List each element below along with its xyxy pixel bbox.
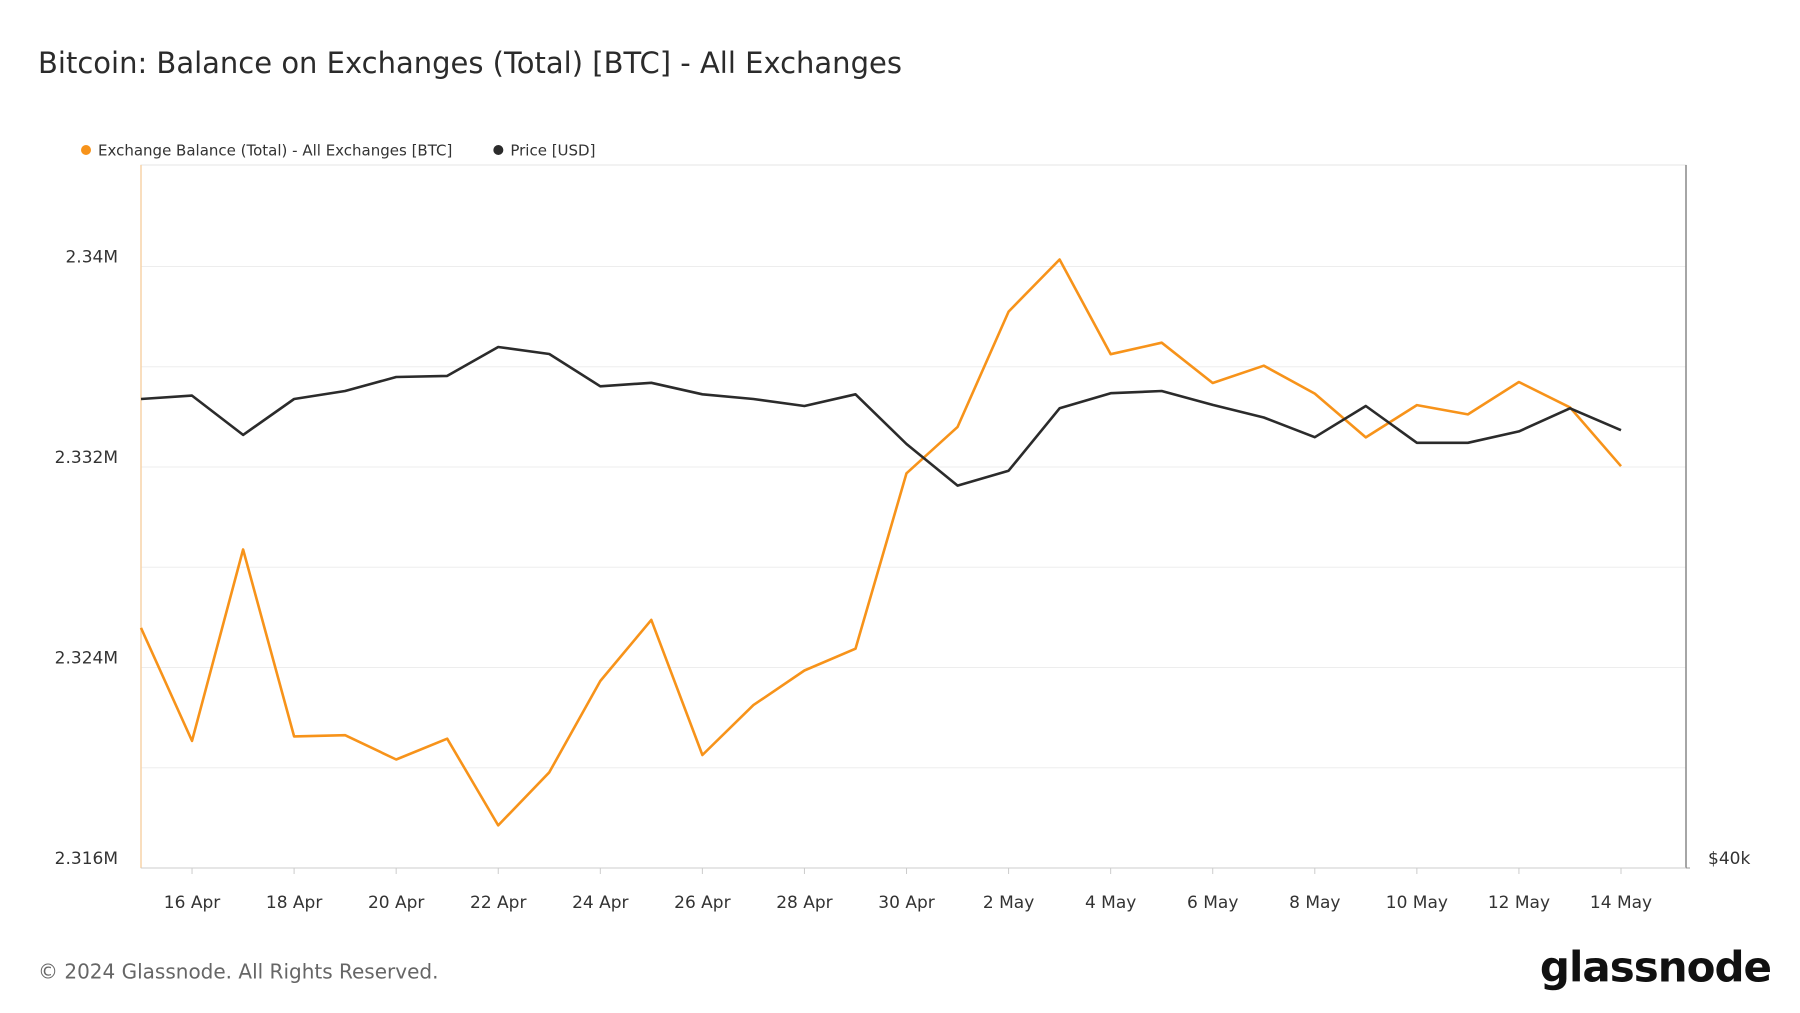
series-line — [139, 258, 1622, 827]
x-tick-label: 12 May — [1488, 893, 1550, 913]
x-tick-label: 26 Apr — [674, 893, 730, 913]
x-tick-label: 14 May — [1590, 893, 1652, 913]
x-tick-label: 10 May — [1386, 893, 1448, 913]
y-tick-label: 2.324M — [55, 649, 118, 669]
legend-label[interactable]: Price [USD] — [510, 142, 595, 160]
x-tick-label: 30 Apr — [878, 893, 934, 913]
legend-marker — [493, 145, 504, 155]
x-tick-label: 6 May — [1187, 893, 1238, 913]
x-tick-label: 16 Apr — [164, 893, 220, 913]
x-tick-label: 24 Apr — [572, 893, 628, 913]
x-tick-label: 22 Apr — [470, 893, 526, 913]
y-tick-label: 2.34M — [65, 248, 118, 268]
y2-tick-label: $40k — [1708, 849, 1750, 869]
y-tick-label: 2.316M — [55, 849, 118, 869]
footer: © 2024 Glassnode. All Rights Reserved. — [38, 960, 438, 984]
legend-label[interactable]: Exchange Balance (Total) - All Exchanges… — [98, 142, 452, 160]
x-tick-label: 8 May — [1289, 893, 1340, 913]
y-tick-label: 2.332M — [55, 448, 118, 468]
x-tick-label: 28 Apr — [776, 893, 832, 913]
legend-marker — [81, 145, 91, 155]
x-tick-label: 20 Apr — [368, 893, 424, 913]
x-tick-label: 18 Apr — [266, 893, 322, 913]
logo: glassnode — [1540, 943, 1771, 992]
x-tick-label: 4 May — [1085, 893, 1136, 913]
x-tick-label: 2 May — [983, 893, 1034, 913]
chart-title: Bitcoin: Balance on Exchanges (Total) [B… — [38, 46, 902, 80]
series-line — [140, 345, 1622, 487]
